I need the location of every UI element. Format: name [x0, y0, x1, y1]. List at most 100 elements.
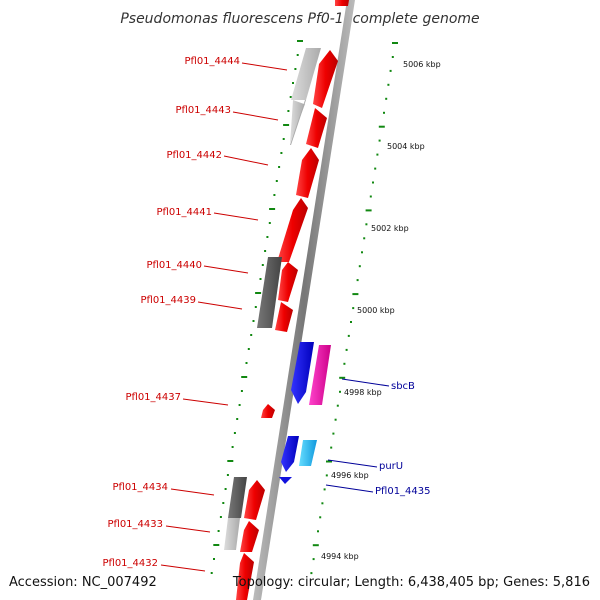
- label-pfl01-4439[interactable]: Pfl01_4439: [140, 295, 196, 306]
- scale-tick: [273, 194, 276, 196]
- scale-tick: [383, 111, 385, 114]
- scale-tick: [343, 362, 346, 365]
- label-pfl01-4441[interactable]: Pfl01_4441: [156, 207, 212, 218]
- scale-tick: [245, 362, 248, 364]
- scale-label-4998: 4998 kbp: [344, 388, 382, 397]
- scale-tick: [210, 572, 213, 574]
- gene-pfl01-4441[interactable]: [277, 198, 308, 262]
- scale-tick: [255, 292, 262, 294]
- scale-tick: [231, 446, 234, 448]
- gene-blue-1[interactable]: [291, 342, 314, 404]
- gene-pfl01-4440[interactable]: [278, 262, 298, 302]
- scale-tick: [233, 432, 236, 434]
- scale-tick: [240, 390, 243, 392]
- gene-track: [224, 0, 349, 600]
- gene-pfl01-4442[interactable]: [296, 148, 319, 198]
- scale-tick: [261, 264, 264, 266]
- scale-tick: [310, 572, 313, 575]
- right-gene-labels: sbcB purU Pfl01_4435: [375, 381, 431, 497]
- scale-tick: [213, 544, 220, 546]
- scale-tick: [376, 153, 379, 156]
- label-pfl01-4440[interactable]: Pfl01_4440: [146, 260, 202, 271]
- scale-tick: [294, 68, 297, 70]
- scale-label-5006: 5006 kbp: [403, 60, 441, 69]
- scale-label-5000: 5000 kbp: [357, 306, 395, 315]
- scale-ticks: [210, 40, 398, 575]
- scale-tick: [347, 334, 350, 337]
- scale-tick: [236, 418, 239, 420]
- scale-tick: [296, 54, 299, 56]
- scale-tick: [317, 530, 319, 533]
- label-pfl01-4434[interactable]: Pfl01_4434: [112, 482, 168, 493]
- scale-tick: [350, 321, 352, 323]
- scale-tick: [217, 530, 220, 532]
- scale-tick: [289, 96, 292, 98]
- scale-tick: [332, 432, 335, 435]
- gene-pfl01-4434[interactable]: [244, 480, 265, 520]
- scale-tick: [378, 139, 381, 142]
- scale-tick: [213, 558, 215, 560]
- label-pfl01-4444[interactable]: Pfl01_4444: [184, 56, 240, 67]
- scale-tick: [372, 181, 374, 184]
- scale-tick: [238, 404, 241, 406]
- gene-pfl01-4444[interactable]: [291, 48, 321, 100]
- gene-blue-2[interactable]: [281, 436, 299, 472]
- gene-pfl01-4437[interactable]: [261, 404, 275, 418]
- map-title: Pseudomonas fluorescens Pf0-1, complete …: [120, 11, 479, 27]
- scale-tick: [387, 83, 390, 86]
- scale-tick: [323, 488, 326, 491]
- scale-tick: [247, 348, 250, 350]
- gene-pfl01-4433-gray[interactable]: [224, 518, 240, 550]
- topology-text: Topology: circular; Length: 6,438,405 bp…: [232, 575, 590, 590]
- gene-puru[interactable]: [299, 440, 317, 466]
- scale-tick: [358, 265, 361, 268]
- scale-tick: [365, 209, 372, 212]
- scale-tick: [356, 279, 359, 282]
- gene-red-1[interactable]: [313, 50, 338, 108]
- scale-tick: [283, 124, 290, 126]
- scale-tick: [352, 307, 355, 310]
- gene-sbcb[interactable]: [309, 345, 331, 405]
- scale-tick: [224, 488, 227, 490]
- gene-pfl01-4432[interactable]: [236, 553, 254, 600]
- label-pfl01-4443[interactable]: Pfl01_4443: [175, 105, 231, 116]
- gene-pfl01-4440-gray[interactable]: [257, 257, 282, 328]
- label-pfl01-4437[interactable]: Pfl01_4437: [125, 392, 181, 403]
- scale-tick: [266, 236, 269, 238]
- scale-tick: [292, 82, 294, 84]
- left-leader-lines: [160, 62, 288, 572]
- scale-tick: [345, 348, 348, 351]
- label-pfl01-4435[interactable]: Pfl01_4435: [375, 486, 431, 497]
- scale-tick: [252, 320, 255, 322]
- gene-pfl01-4434-gray[interactable]: [228, 477, 247, 518]
- label-pfl01-4433[interactable]: Pfl01_4433: [107, 519, 163, 530]
- scale-tick: [336, 404, 339, 407]
- label-pfl01-4442[interactable]: Pfl01_4442: [166, 150, 222, 161]
- scale-tick: [365, 223, 368, 226]
- scale-tick: [389, 69, 392, 72]
- scale-tick: [287, 110, 290, 112]
- scale-tick: [264, 250, 267, 252]
- label-sbcb[interactable]: sbcB: [391, 381, 415, 392]
- gene-red-2[interactable]: [306, 108, 327, 148]
- scale-tick: [222, 502, 225, 504]
- gene-pfl01-4435[interactable]: [279, 477, 292, 484]
- gene-top-red[interactable]: [335, 0, 349, 6]
- label-pfl01-4432[interactable]: Pfl01_4432: [102, 558, 158, 569]
- scale-tick: [219, 516, 222, 518]
- scale-tick: [361, 251, 363, 254]
- scale-tick: [385, 97, 388, 100]
- scale-tick: [280, 152, 283, 154]
- scale-tick: [352, 293, 359, 296]
- scale-tick: [363, 237, 366, 240]
- scale-label-4996: 4996 kbp: [331, 471, 369, 480]
- scale-tick: [241, 376, 248, 378]
- gene-pfl01-4443-shadow: [290, 100, 306, 145]
- scale-tick: [250, 334, 253, 336]
- scale-tick: [297, 40, 303, 42]
- gene-pfl01-4439[interactable]: [275, 302, 293, 332]
- label-puru[interactable]: purU: [379, 461, 403, 472]
- scale-tick: [226, 474, 229, 476]
- gene-pfl01-4433[interactable]: [240, 521, 259, 552]
